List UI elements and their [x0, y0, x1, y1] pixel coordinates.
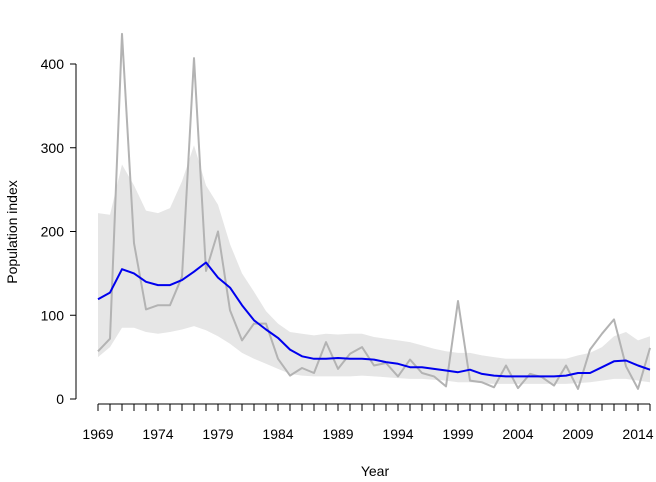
x-tick-label: 1994: [382, 426, 413, 442]
confidence-band: [98, 145, 650, 384]
y-tick-label: 0: [56, 391, 64, 407]
x-tick-label: 1969: [82, 426, 113, 442]
x-tick-label: 1999: [442, 426, 473, 442]
x-tick-label: 2004: [502, 426, 533, 442]
y-axis: 0 100 200 300 400: [41, 56, 77, 407]
observed-index-line: [97, 32, 651, 390]
x-tick-label: 1979: [202, 426, 233, 442]
y-axis-title: Population index: [4, 180, 20, 284]
y-tick-label: 100: [41, 307, 65, 323]
x-tick-label: 2009: [562, 426, 593, 442]
x-tick-label: 1984: [262, 426, 293, 442]
x-tick-label: 1974: [142, 426, 173, 442]
y-tick-label: 400: [41, 56, 65, 72]
y-tick-label: 300: [41, 140, 65, 156]
plot-area: [97, 32, 651, 390]
x-tick-label: 2014: [622, 426, 653, 442]
smoothed-trend-line: [97, 261, 651, 378]
x-axis-title: Year: [361, 463, 390, 479]
x-axis: 1969 1974 1979 1984 1989 1994 1999 2004 2009 2014: [82, 403, 654, 442]
y-tick-label: 200: [41, 224, 65, 240]
x-tick-label: 1989: [322, 426, 353, 442]
